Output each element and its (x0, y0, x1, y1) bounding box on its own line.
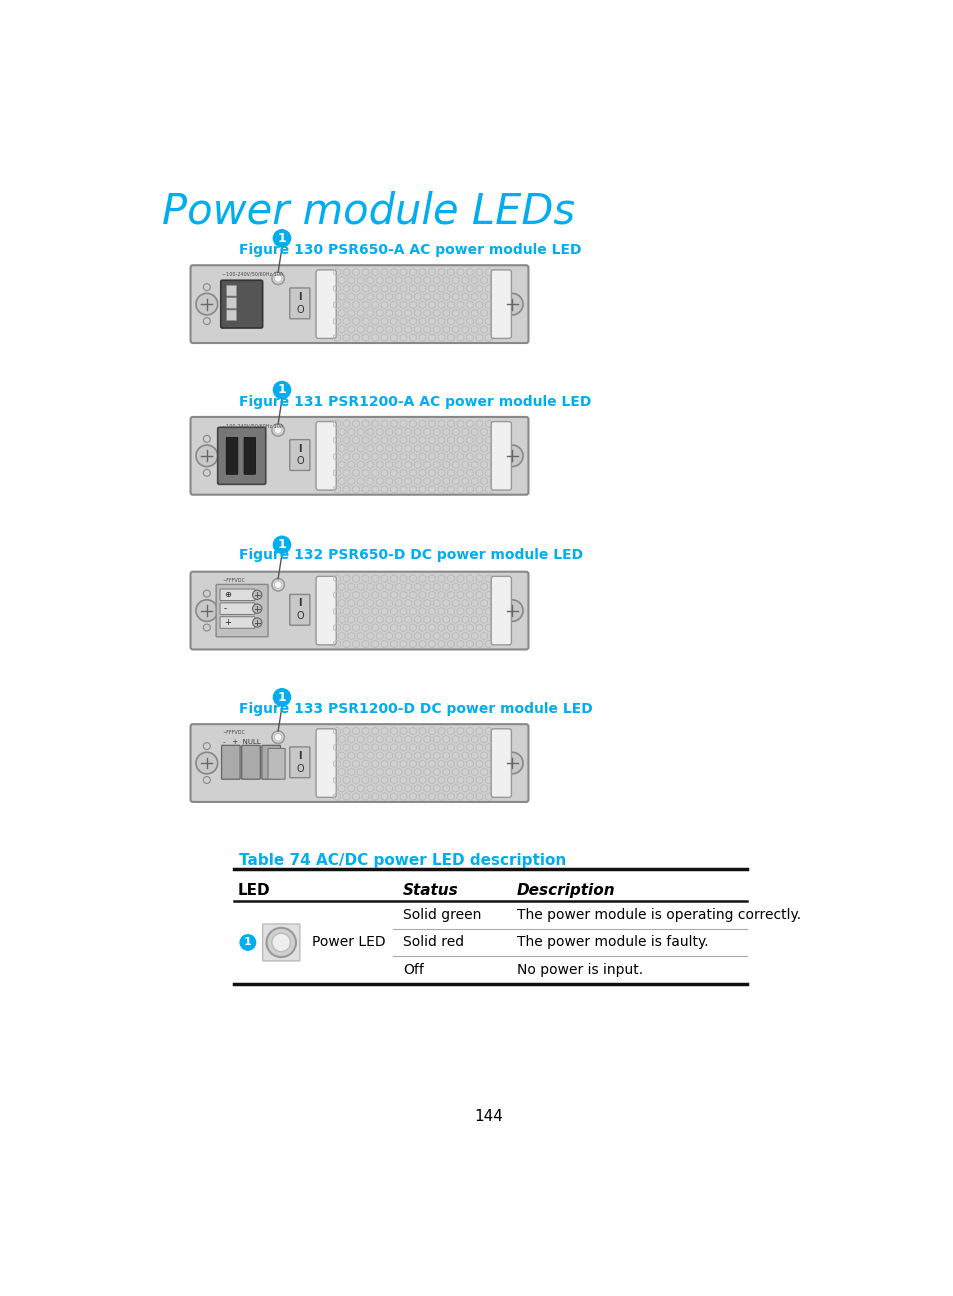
Circle shape (253, 618, 261, 627)
Circle shape (274, 426, 282, 434)
Text: O: O (295, 763, 303, 774)
Text: +: + (224, 618, 231, 627)
FancyBboxPatch shape (191, 417, 528, 495)
Text: -   +  NULL: - + NULL (223, 739, 260, 745)
Text: Solid red: Solid red (402, 936, 463, 950)
Circle shape (195, 600, 217, 621)
FancyBboxPatch shape (216, 584, 268, 636)
Text: I: I (297, 599, 301, 608)
Circle shape (272, 731, 284, 744)
Text: Status: Status (402, 883, 458, 898)
Text: Figure 132 PSR650-D DC power module LED: Figure 132 PSR650-D DC power module LED (239, 548, 583, 562)
Text: Figure 133 PSR1200-D DC power module LED: Figure 133 PSR1200-D DC power module LED (239, 702, 593, 717)
Text: Figure 131 PSR1200-A AC power module LED: Figure 131 PSR1200-A AC power module LED (239, 395, 591, 410)
FancyBboxPatch shape (226, 437, 237, 474)
Circle shape (500, 445, 522, 467)
FancyBboxPatch shape (191, 572, 528, 649)
Text: LED: LED (237, 883, 270, 898)
Text: 1: 1 (277, 691, 286, 704)
Circle shape (500, 752, 522, 774)
Circle shape (195, 445, 217, 467)
Text: Power LED: Power LED (312, 936, 385, 950)
FancyBboxPatch shape (315, 577, 335, 645)
FancyBboxPatch shape (491, 577, 511, 645)
FancyBboxPatch shape (220, 280, 262, 328)
Circle shape (266, 928, 295, 956)
Circle shape (240, 934, 255, 950)
FancyBboxPatch shape (221, 745, 240, 779)
Circle shape (272, 272, 284, 285)
FancyBboxPatch shape (227, 285, 236, 295)
Text: O: O (295, 305, 303, 315)
FancyBboxPatch shape (290, 288, 310, 319)
Text: 1: 1 (244, 937, 252, 947)
Text: Figure 130 PSR650-A AC power module LED: Figure 130 PSR650-A AC power module LED (239, 244, 581, 258)
FancyBboxPatch shape (261, 745, 280, 779)
Circle shape (274, 734, 282, 741)
Circle shape (273, 229, 291, 248)
Circle shape (273, 381, 291, 399)
Text: ~FFFVDC: ~FFFVDC (222, 731, 245, 735)
Text: 1: 1 (277, 538, 286, 551)
Circle shape (500, 293, 522, 315)
Circle shape (274, 275, 282, 283)
FancyBboxPatch shape (315, 270, 335, 338)
FancyBboxPatch shape (220, 588, 254, 600)
Circle shape (274, 581, 282, 588)
FancyBboxPatch shape (217, 428, 266, 485)
Text: ⊕: ⊕ (224, 590, 231, 599)
FancyBboxPatch shape (491, 421, 511, 490)
FancyBboxPatch shape (491, 270, 511, 338)
Circle shape (272, 578, 284, 591)
FancyBboxPatch shape (290, 439, 310, 470)
Text: Table 74 AC/DC power LED description: Table 74 AC/DC power LED description (239, 853, 566, 868)
FancyBboxPatch shape (191, 266, 528, 343)
Text: No power is input.: No power is input. (517, 963, 642, 977)
FancyBboxPatch shape (315, 728, 335, 797)
Circle shape (195, 293, 217, 315)
Circle shape (253, 604, 261, 613)
FancyBboxPatch shape (241, 745, 260, 779)
FancyBboxPatch shape (220, 617, 254, 629)
Text: 1: 1 (277, 232, 286, 245)
FancyBboxPatch shape (227, 298, 236, 308)
Text: I: I (297, 750, 301, 761)
FancyBboxPatch shape (191, 724, 528, 802)
Text: -: - (224, 604, 227, 613)
FancyBboxPatch shape (227, 310, 236, 320)
Text: O: O (295, 456, 303, 467)
Text: The power module is operating correctly.: The power module is operating correctly. (517, 907, 801, 921)
Text: ~100-240V/50/60Hz 10A: ~100-240V/50/60Hz 10A (222, 271, 283, 276)
Text: I: I (297, 292, 301, 302)
Circle shape (273, 535, 291, 553)
Text: ~FFFVDC: ~FFFVDC (222, 578, 245, 583)
Circle shape (272, 424, 284, 437)
FancyBboxPatch shape (220, 603, 254, 614)
Text: I: I (297, 443, 301, 454)
Text: 1: 1 (277, 384, 286, 397)
Text: Power module LEDs: Power module LEDs (162, 191, 575, 233)
Text: 144: 144 (474, 1109, 503, 1124)
Circle shape (273, 688, 291, 706)
Circle shape (195, 752, 217, 774)
FancyBboxPatch shape (268, 748, 285, 779)
Text: The power module is faulty.: The power module is faulty. (517, 936, 708, 950)
FancyBboxPatch shape (262, 924, 299, 960)
Text: Solid green: Solid green (402, 907, 480, 921)
FancyBboxPatch shape (244, 437, 255, 474)
Circle shape (253, 590, 261, 600)
FancyBboxPatch shape (491, 728, 511, 797)
FancyBboxPatch shape (315, 421, 335, 490)
Text: ~100-240V/50/60Hz 10A: ~100-240V/50/60Hz 10A (222, 422, 283, 428)
Text: Off: Off (402, 963, 423, 977)
Text: Description: Description (517, 883, 615, 898)
Text: O: O (295, 612, 303, 621)
FancyBboxPatch shape (290, 746, 310, 778)
FancyBboxPatch shape (290, 595, 310, 625)
Circle shape (500, 600, 522, 621)
Circle shape (272, 933, 291, 951)
